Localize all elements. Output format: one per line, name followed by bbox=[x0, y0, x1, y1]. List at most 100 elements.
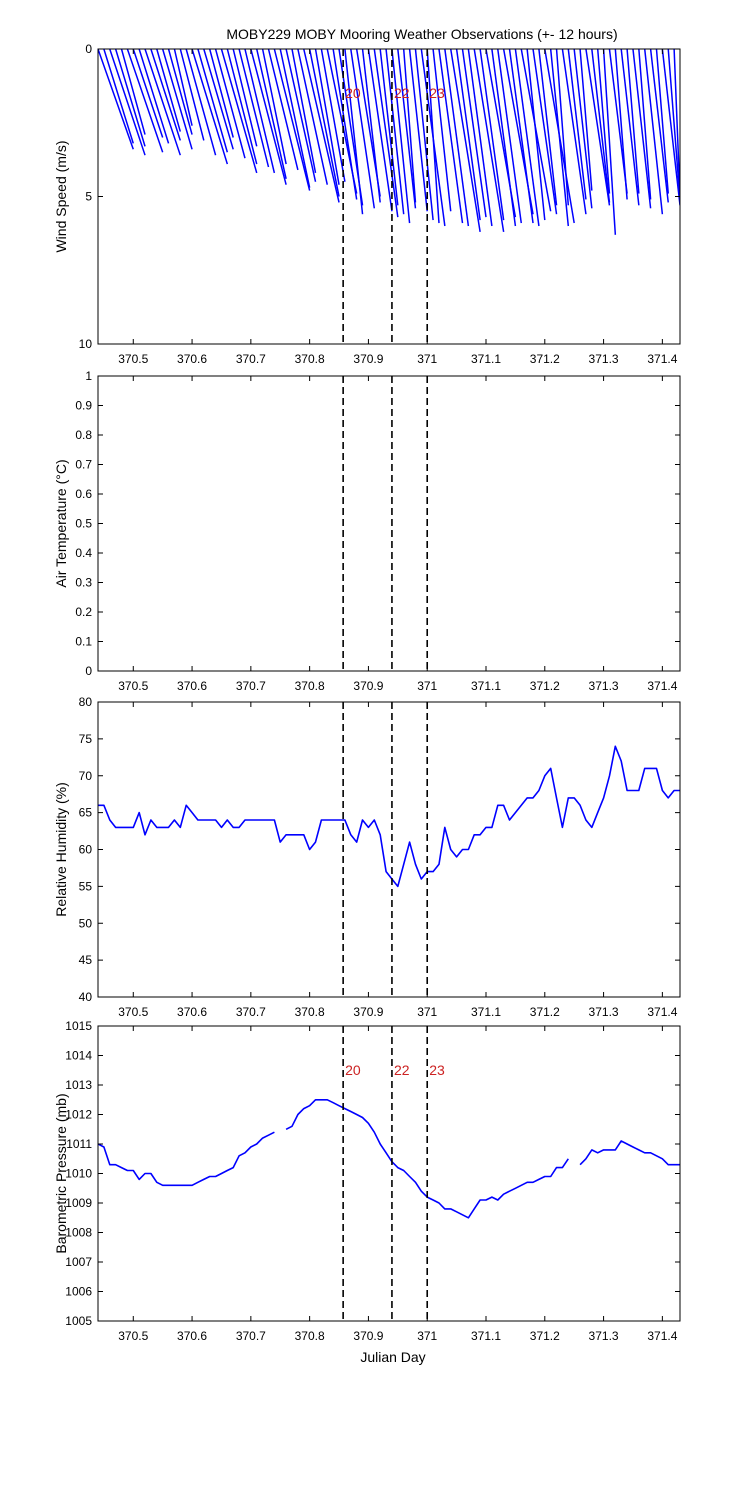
x-tick-label: 370.6 bbox=[177, 1005, 207, 1019]
y-axis-label: Wind Speed (m/s) bbox=[53, 140, 69, 252]
x-tick-label: 370.9 bbox=[353, 1005, 383, 1019]
wind-stick bbox=[538, 49, 558, 206]
y-tick-label: 1013 bbox=[65, 1078, 92, 1092]
wind-stick bbox=[350, 49, 376, 209]
wind-stick bbox=[491, 49, 517, 227]
y-tick-label: 70 bbox=[79, 769, 93, 783]
wind-stick bbox=[120, 49, 146, 135]
wind-stick bbox=[432, 49, 452, 212]
x-tick-label: 370.5 bbox=[118, 352, 148, 366]
plot-data bbox=[98, 745, 680, 888]
y-axis-label: Barometric Pressure (mb) bbox=[53, 1093, 69, 1253]
wind-stick bbox=[332, 49, 358, 200]
x-tick-label: 370.5 bbox=[118, 679, 148, 693]
wind-stick bbox=[179, 49, 205, 141]
wind-stick bbox=[667, 49, 680, 200]
wind-stick bbox=[602, 49, 617, 235]
y-tick-label: 1 bbox=[85, 369, 92, 383]
y-tick-label: 0 bbox=[85, 664, 92, 678]
x-tick-label: 370.6 bbox=[177, 679, 207, 693]
wind-stick bbox=[397, 49, 417, 209]
panel-4: 20 22 23 370.5 370.6 370.7 370.8 370.9 371 371.1 3… bbox=[53, 1019, 681, 1343]
event-marker-label: 22 bbox=[394, 85, 410, 101]
plot-data bbox=[98, 1099, 680, 1219]
wind-stick bbox=[185, 49, 217, 156]
wind-stick bbox=[203, 49, 234, 150]
wind-stick bbox=[497, 49, 523, 224]
x-tick-label: 371 bbox=[417, 679, 437, 693]
panel-3: 370.5 370.6 370.7 370.8 370.9 371 371.1 371.2 37… bbox=[53, 695, 681, 1019]
wind-stick bbox=[255, 49, 287, 179]
event-marker-label: 20 bbox=[345, 85, 361, 101]
wind-stick bbox=[514, 49, 540, 227]
x-tick-label: 371.1 bbox=[471, 352, 501, 366]
x-tick-label: 371 bbox=[417, 1005, 437, 1019]
wind-stick bbox=[303, 49, 340, 203]
x-tick-label: 370.7 bbox=[236, 679, 266, 693]
wind-stick bbox=[414, 49, 434, 221]
wind-stick bbox=[632, 49, 652, 209]
wind-stick bbox=[109, 49, 146, 156]
wind-stick bbox=[508, 49, 534, 224]
y-tick-label: 55 bbox=[79, 879, 93, 893]
wind-stick bbox=[449, 49, 481, 233]
x-tick-label: 370.8 bbox=[295, 352, 325, 366]
panel-1: 20 22 23 370.5 370.6 370.7 370.8 370.9 371 371.1 3… bbox=[53, 42, 681, 366]
x-tick-label: 371.2 bbox=[530, 352, 560, 366]
wind-stick bbox=[214, 49, 246, 159]
x-tick-label: 370.9 bbox=[353, 1329, 383, 1343]
x-tick-label: 371.2 bbox=[530, 679, 560, 693]
wind-stick bbox=[244, 49, 276, 174]
y-tick-label: 0.8 bbox=[75, 428, 92, 442]
y-tick-label: 0.5 bbox=[75, 517, 92, 531]
y-tick-label: 0.6 bbox=[75, 487, 92, 501]
x-tick-label: 371 bbox=[417, 352, 437, 366]
y-tick-label: 1009 bbox=[65, 1196, 92, 1210]
wind-stick bbox=[438, 49, 464, 224]
wind-stick bbox=[585, 49, 611, 206]
wind-stick bbox=[208, 49, 234, 138]
x-tick-label: 371.2 bbox=[530, 1329, 560, 1343]
x-tick-label: 370.5 bbox=[118, 1005, 148, 1019]
wind-stick bbox=[232, 49, 258, 147]
x-axis-label: Julian Day bbox=[360, 1349, 425, 1365]
x-tick-label: 370.5 bbox=[118, 1329, 148, 1343]
wind-stick bbox=[226, 49, 258, 165]
wind-stick bbox=[655, 49, 669, 194]
panel-2: 370.5 370.6 370.7 370.8 370.9 371 371.1 371.2 37… bbox=[53, 369, 681, 693]
plot-frame bbox=[97, 1025, 681, 1322]
wind-stick bbox=[385, 49, 405, 215]
x-tick-label: 370.7 bbox=[236, 1005, 266, 1019]
x-tick-label: 370.7 bbox=[236, 352, 266, 366]
wind-stick bbox=[596, 49, 611, 194]
wind-stick bbox=[391, 49, 411, 224]
x-tick-label: 371.3 bbox=[589, 352, 619, 366]
wind-stick bbox=[620, 49, 640, 206]
y-tick-label: 5 bbox=[85, 190, 92, 204]
y-tick-label: 65 bbox=[79, 806, 93, 820]
wind-stick bbox=[614, 49, 628, 200]
y-tick-label: 45 bbox=[79, 953, 93, 967]
figure-title: MOBY229 MOBY Mooring Weather Observation… bbox=[226, 26, 617, 42]
wind-stick bbox=[367, 49, 393, 212]
wind-stick bbox=[573, 49, 593, 209]
wind-stick bbox=[273, 49, 311, 191]
wind-stick bbox=[167, 49, 193, 135]
x-tick-label: 371.4 bbox=[647, 1005, 677, 1019]
x-tick-label: 371.1 bbox=[471, 679, 501, 693]
wind-stick bbox=[267, 49, 299, 171]
x-tick-label: 371.1 bbox=[471, 1329, 501, 1343]
y-tick-label: 1007 bbox=[65, 1255, 92, 1269]
y-tick-label: 80 bbox=[79, 695, 93, 709]
x-tick-label: 370.6 bbox=[177, 352, 207, 366]
y-tick-label: 0 bbox=[85, 42, 92, 56]
wind-stick bbox=[261, 49, 287, 165]
wind-stick bbox=[220, 49, 258, 174]
x-tick-label: 371.4 bbox=[647, 352, 677, 366]
y-tick-label: 1006 bbox=[65, 1285, 92, 1299]
x-tick-label: 370.8 bbox=[295, 1329, 325, 1343]
series-line bbox=[98, 1131, 275, 1187]
plot-frame bbox=[97, 701, 681, 998]
wind-stick bbox=[344, 49, 364, 215]
